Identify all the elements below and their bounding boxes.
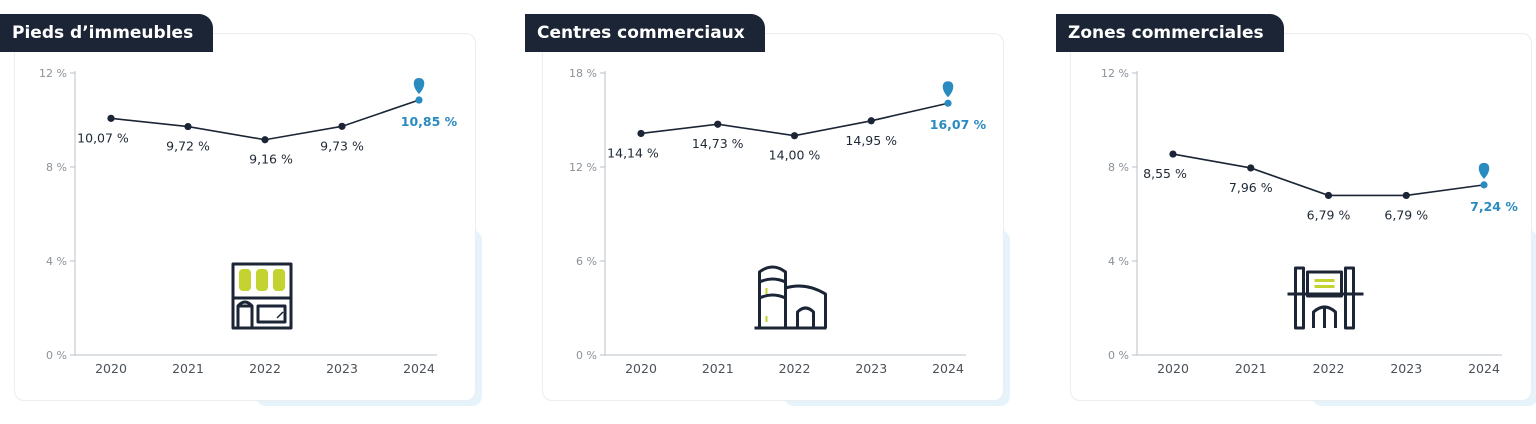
chart-panel: Zones commerciales 0 % 4 % 8 % 12 % 2020 2021… (1056, 0, 1536, 424)
data-label: 8,55 % (1143, 166, 1187, 181)
retail-park-icon (1287, 266, 1364, 330)
x-tick-label: 2021 (172, 361, 204, 376)
data-point (867, 117, 875, 125)
chart-title: Zones commerciales (1056, 14, 1284, 52)
shopping-mall-icon (754, 265, 827, 330)
x-tick-label: 2021 (1235, 361, 1267, 376)
location-pin-icon (942, 81, 954, 98)
data-point (1480, 181, 1488, 189)
chart-panel: Pieds d’immeubles 0 % 4 % 8 % 12 % 2020 2021 2… (0, 0, 482, 424)
x-tick-label: 2022 (1313, 361, 1345, 376)
data-label: 10,85 % (401, 114, 458, 129)
chart-panel: Centres commerciaux 0 % 6 % 12 % 18 % 2020 20… (525, 0, 1010, 424)
line-chart: 0 % 6 % 12 % 18 % 2020 2021 2022 2023 2024 14,14 … (569, 67, 987, 376)
series-line (1172, 153, 1485, 197)
y-tick-label: 0 % (46, 349, 67, 362)
x-tick-label: 2022 (249, 361, 281, 376)
series-line (110, 99, 420, 141)
data-point (637, 129, 645, 138)
panel-card (1070, 33, 1532, 401)
data-point (1324, 191, 1333, 200)
series-line (640, 102, 949, 137)
data-point (714, 120, 722, 128)
data-point (1169, 150, 1177, 158)
data-label: 7,24 % (1470, 199, 1518, 214)
data-point (1247, 164, 1255, 172)
x-tick-label: 2023 (326, 361, 358, 376)
data-point (1402, 191, 1410, 200)
y-tick-label: 0 % (1108, 349, 1129, 362)
x-tick-label: 2023 (1390, 361, 1422, 376)
data-point (338, 122, 346, 130)
data-label: 9,72 % (166, 139, 210, 154)
data-label: 9,73 % (320, 138, 364, 153)
x-tick-label: 2024 (1468, 361, 1500, 376)
panel-card (14, 33, 476, 401)
y-tick-label: 8 % (46, 161, 67, 174)
data-label: 6,79 % (1384, 207, 1428, 222)
y-tick-label: 0 % (576, 349, 597, 362)
data-label: 6,79 % (1307, 207, 1351, 222)
data-point (184, 122, 192, 131)
y-tick-label: 12 % (1101, 67, 1129, 80)
y-tick-label: 8 % (1108, 161, 1129, 174)
y-tick-label: 6 % (576, 255, 597, 268)
data-label: 9,16 % (249, 152, 293, 167)
panel-card (542, 33, 1004, 401)
data-point (944, 99, 952, 107)
x-tick-label: 2020 (625, 361, 657, 376)
data-point (415, 96, 423, 104)
data-point (107, 114, 115, 122)
chart-title: Centres commerciaux (525, 14, 765, 52)
data-point (261, 136, 269, 144)
chart-title: Pieds d’immeubles (0, 14, 214, 52)
y-tick-label: 12 % (39, 67, 67, 80)
x-tick-label: 2023 (855, 361, 887, 376)
x-tick-label: 2020 (1157, 361, 1189, 376)
x-tick-label: 2024 (403, 361, 435, 376)
x-tick-label: 2020 (95, 361, 127, 376)
data-point (790, 132, 799, 140)
shop-front-icon (231, 262, 293, 330)
y-tick-label: 4 % (1108, 255, 1129, 268)
data-label: 14,14 % (607, 145, 659, 160)
y-tick-label: 12 % (569, 161, 597, 174)
y-tick-label: 18 % (569, 67, 597, 80)
y-tick-label: 4 % (46, 255, 67, 268)
x-tick-label: 2024 (932, 361, 964, 376)
data-label: 7,96 % (1229, 180, 1273, 195)
x-tick-label: 2021 (702, 361, 734, 376)
line-chart: 0 % 4 % 8 % 12 % 2020 2021 2022 2023 2024 10,07 %… (39, 67, 458, 376)
location-pin-icon (1478, 162, 1490, 179)
data-label: 14,73 % (692, 136, 744, 151)
data-label: 14,95 % (845, 133, 897, 148)
location-pin-icon (413, 78, 425, 95)
line-chart: 0 % 4 % 8 % 12 % 2020 2021 2022 2023 2024 8,55 % 7… (1101, 67, 1518, 376)
x-tick-label: 2022 (779, 361, 811, 376)
data-label: 16,07 % (930, 117, 987, 132)
data-label: 14,00 % (769, 148, 821, 163)
data-label: 10,07 % (77, 130, 129, 145)
